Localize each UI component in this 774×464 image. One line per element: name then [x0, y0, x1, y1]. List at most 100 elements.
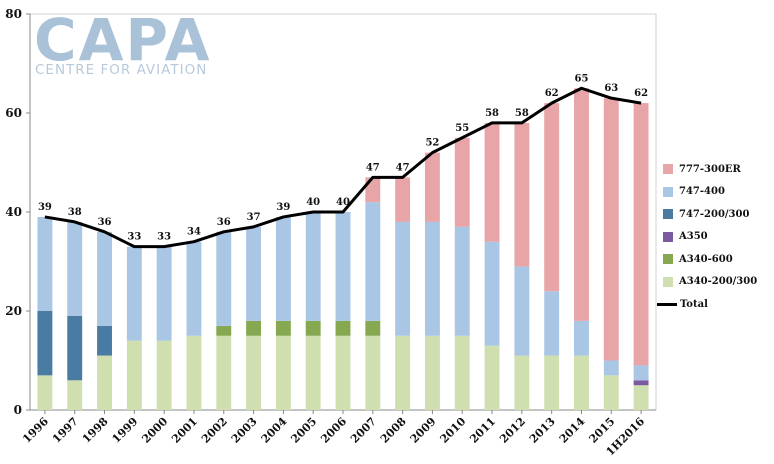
- total-data-label: 58: [485, 108, 499, 119]
- bar-segment-777-300er: [454, 137, 470, 227]
- x-tick-label: 1999: [110, 415, 141, 446]
- bar-segment-a340-200-300: [454, 335, 470, 410]
- x-tick-label: 1998: [80, 415, 111, 446]
- total-data-label: 38: [68, 207, 82, 218]
- x-tick-label: 2008: [378, 415, 409, 446]
- bar-segment-a340-600: [246, 320, 262, 336]
- legend-label: 747-200/300: [679, 208, 750, 220]
- bar-segment-747-400: [37, 216, 53, 311]
- bar-segment-747-200-300: [67, 315, 83, 381]
- legend-label: A350: [679, 231, 708, 243]
- bar-segment-747-400: [186, 241, 202, 336]
- legend-label: 777-300ER: [679, 163, 741, 175]
- bar-segment-747-400: [335, 212, 351, 321]
- x-tick-label: 2004: [259, 415, 290, 446]
- x-tick-label: 2013: [527, 415, 558, 446]
- bar-segment-a340-600: [365, 320, 381, 336]
- bar-segment-a340-200-300: [544, 355, 560, 410]
- total-data-label: 63: [604, 83, 618, 94]
- bar-segment-a340-200-300: [633, 385, 649, 410]
- y-tick-label: 80: [5, 7, 22, 21]
- legend-item-a340-600: A340-600: [663, 248, 771, 271]
- chart-legend: 777-300ER 747-400 747-200/300 A350 A340-600 A…: [657, 158, 771, 316]
- legend-swatch: [663, 186, 673, 197]
- total-data-label: 33: [157, 232, 171, 243]
- legend-label: A340-200/300: [679, 276, 758, 288]
- bar-segment-a340-600: [275, 320, 291, 336]
- bar-segment-747-400: [514, 266, 530, 356]
- bar-segment-a340-200-300: [67, 380, 83, 410]
- bar-segment-777-300er: [574, 88, 589, 321]
- legend-item-a350: A350: [663, 226, 771, 249]
- total-data-label: 33: [127, 232, 141, 243]
- legend-label: 747-400: [679, 186, 725, 198]
- bar-segment-a340-200-300: [216, 335, 232, 410]
- bar-segment-a340-200-300: [514, 355, 530, 410]
- bar-segment-a340-200-300: [246, 335, 262, 410]
- legend-item-747-400: 747-400: [663, 181, 771, 204]
- y-tick-label: 40: [5, 205, 22, 219]
- bar-segment-777-300er: [603, 98, 619, 361]
- bar-segment-747-400: [574, 320, 589, 356]
- bar-segment-a340-200-300: [156, 340, 172, 410]
- legend-item-777-300er: 777-300ER: [663, 158, 771, 181]
- x-tick-label: 2014: [557, 415, 588, 446]
- bar-segment-a340-200-300: [335, 335, 351, 410]
- x-tick-label: 2007: [348, 415, 379, 446]
- total-data-label: 34: [187, 227, 201, 238]
- total-data-label: 58: [515, 108, 529, 119]
- y-tick-label: 0: [14, 403, 22, 417]
- total-data-label: 37: [247, 212, 261, 223]
- logo-main-text: CAPA: [34, 12, 212, 74]
- bar-segment-747-400: [275, 216, 291, 321]
- bar-segment-777-300er: [633, 103, 649, 366]
- total-data-label: 62: [545, 88, 559, 99]
- bar-segment-a340-600: [216, 325, 232, 336]
- legend-swatch: [663, 276, 673, 287]
- x-tick-label: 2006: [318, 415, 349, 446]
- bar-segment-747-400: [305, 212, 321, 321]
- x-tick-label: 2009: [408, 415, 439, 446]
- x-tick-label: 1997: [50, 415, 81, 446]
- bar-segment-a340-600: [305, 320, 321, 336]
- legend-item-a340-200-300: A340-200/300: [663, 271, 771, 294]
- bar-segment-a350: [633, 380, 649, 386]
- bar-segment-777-300er: [365, 177, 381, 203]
- legend-label: Total: [680, 298, 708, 310]
- bar-segment-a340-200-300: [305, 335, 321, 410]
- legend-swatch: [657, 302, 677, 306]
- logo-sub-text: CENTRE FOR AVIATION: [35, 62, 207, 78]
- legend-item-747-200-300: 747-200/300: [663, 203, 771, 226]
- x-tick-label: 1996: [20, 415, 51, 446]
- x-tick-label: 2005: [288, 415, 319, 446]
- bar-segment-a340-200-300: [395, 335, 411, 410]
- bar-segment-747-400: [484, 241, 500, 346]
- bar-segment-777-300er: [484, 122, 500, 242]
- total-data-label: 52: [425, 138, 439, 149]
- bar-segment-747-400: [156, 246, 172, 341]
- x-tick-label: 2002: [199, 415, 230, 446]
- bar-segment-747-400: [216, 231, 232, 326]
- bar-segment-a340-600: [335, 320, 351, 336]
- bar-segment-777-300er: [395, 177, 411, 222]
- total-data-label: 40: [306, 197, 320, 208]
- total-line: [44, 86, 642, 249]
- bar-segment-777-300er: [544, 103, 560, 292]
- bar-segment-747-400: [424, 221, 440, 336]
- x-tick-label: 2012: [497, 415, 528, 446]
- y-tick-label: 60: [5, 106, 22, 120]
- total-data-label: 39: [38, 202, 52, 213]
- bar-segment-747-400: [126, 246, 142, 341]
- total-data-label: 55: [455, 123, 469, 134]
- total-data-label: 47: [366, 162, 380, 173]
- bar-segment-a340-200-300: [365, 335, 381, 410]
- bar-segment-747-200-300: [97, 325, 112, 356]
- x-tick-label: 2011: [467, 415, 498, 446]
- total-data-label: 36: [98, 217, 112, 228]
- total-data-label: 40: [336, 197, 350, 208]
- capa-logo: CAPA CENTRE FOR AVIATION: [34, 12, 212, 78]
- total-data-label: 39: [276, 202, 290, 213]
- bar-segment-a340-200-300: [424, 335, 440, 410]
- bar-segment-747-400: [603, 360, 619, 376]
